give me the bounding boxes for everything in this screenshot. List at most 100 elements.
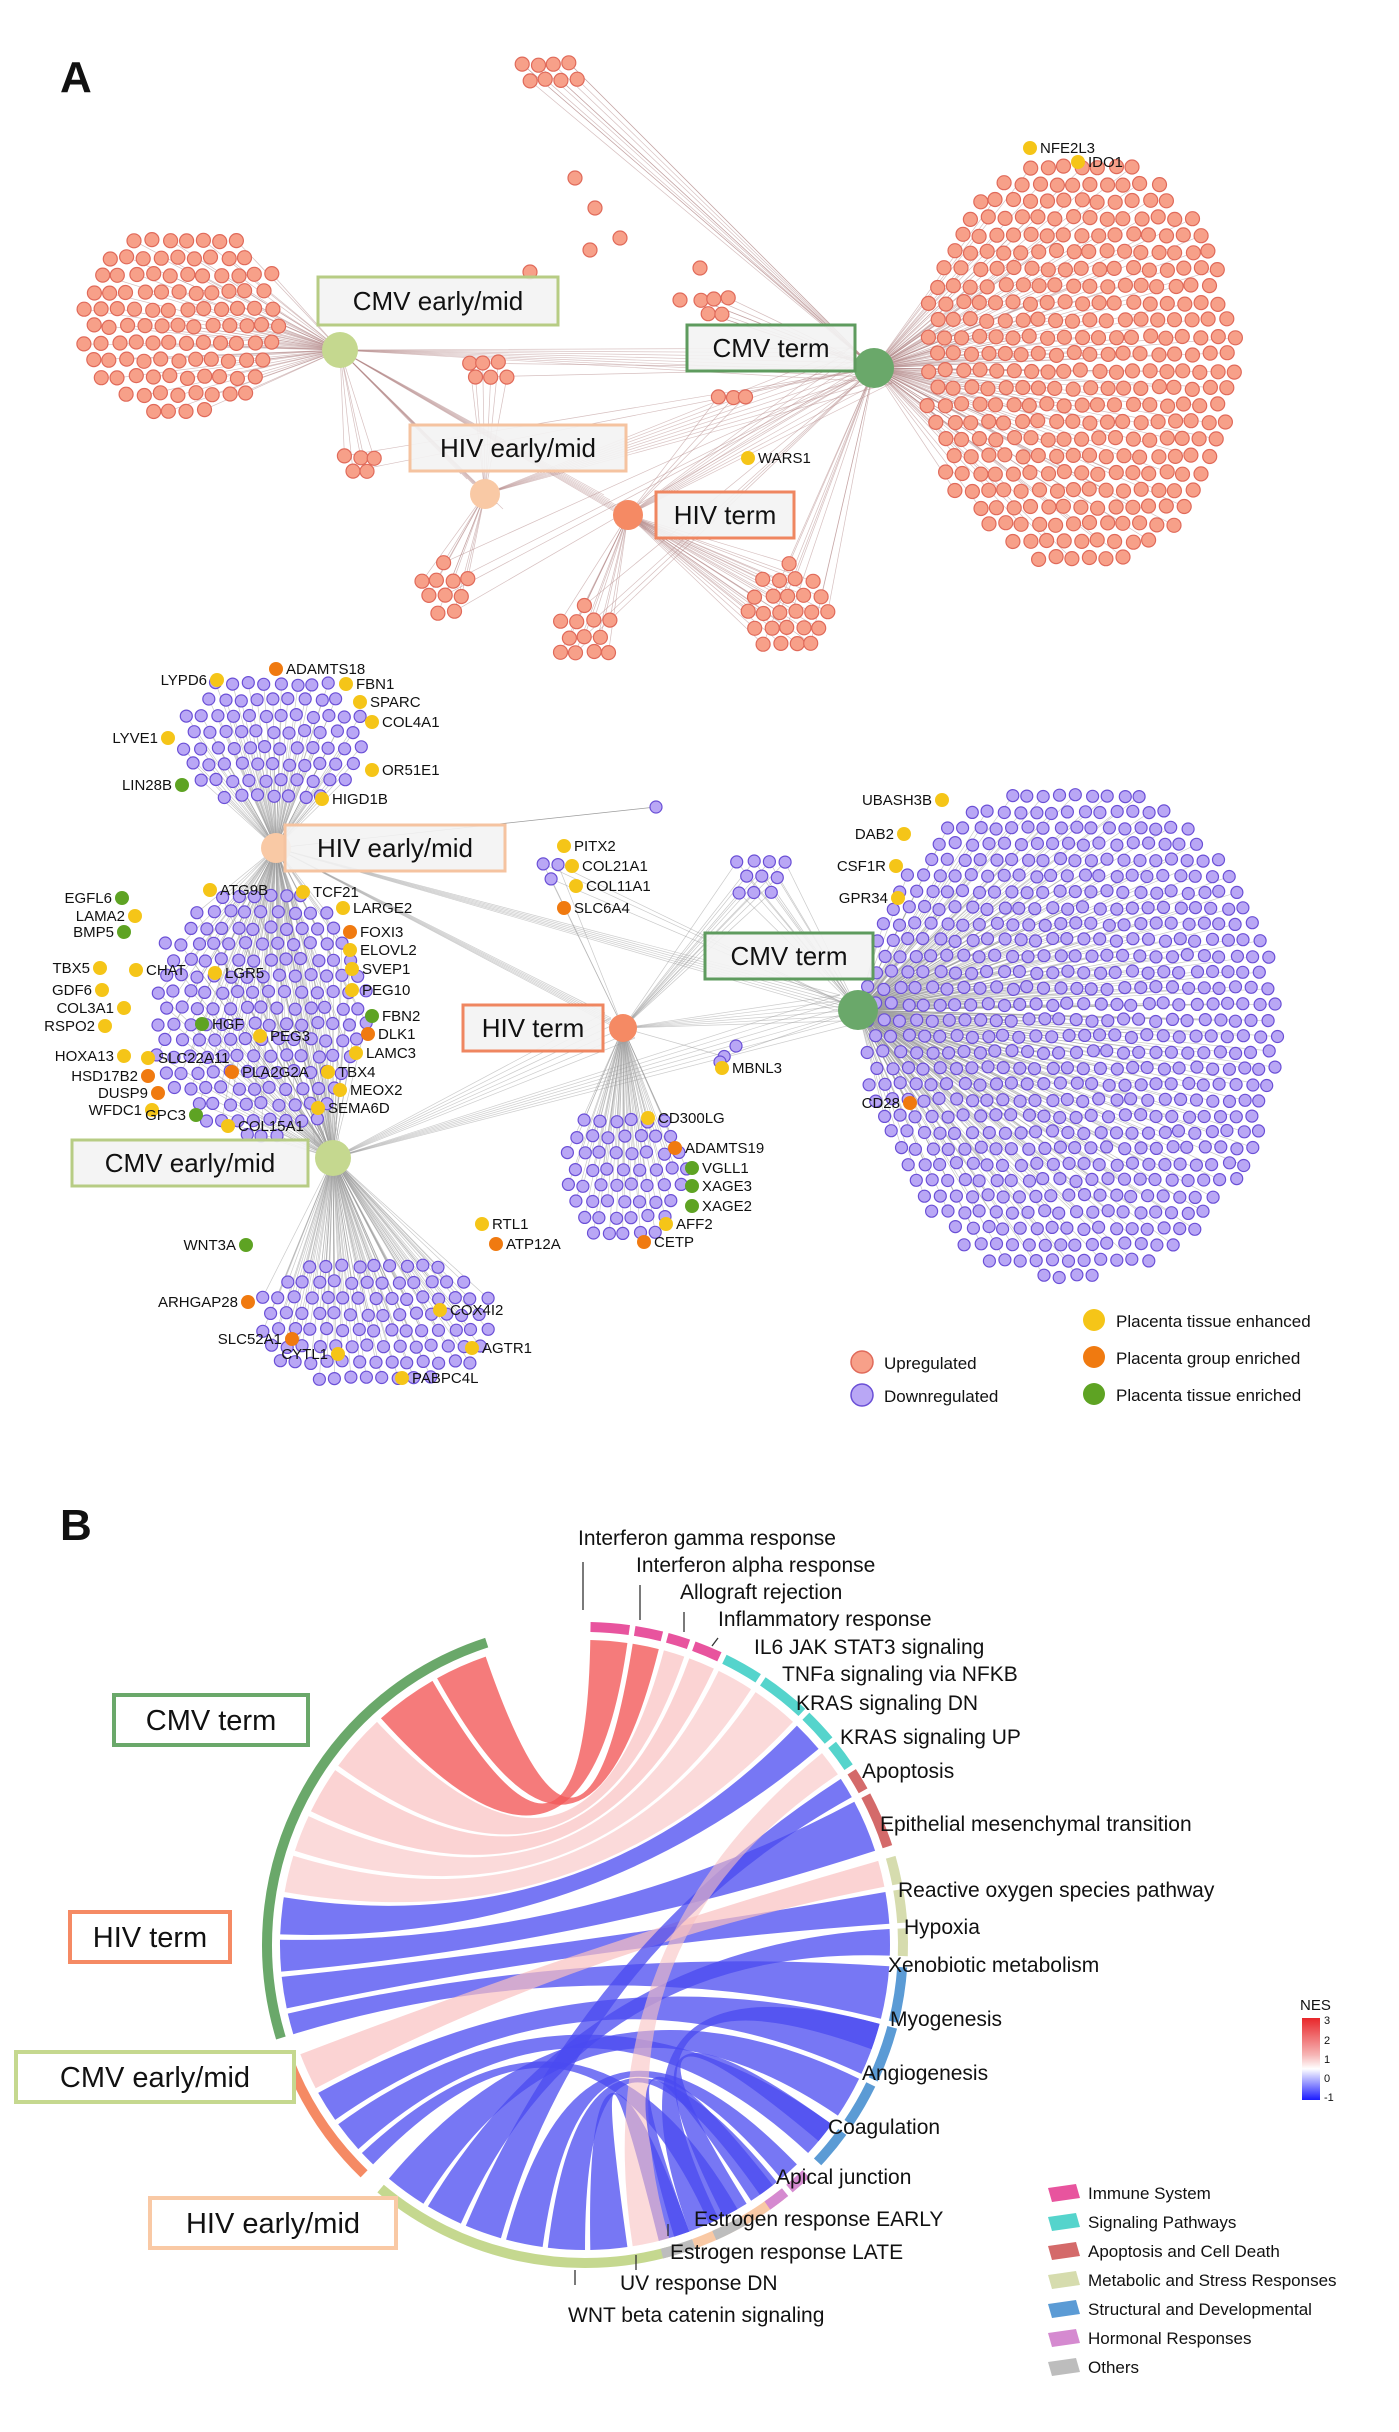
up-gene-node	[1184, 381, 1200, 397]
up-gene-node	[1151, 244, 1167, 261]
down-gene-node	[893, 1108, 907, 1122]
up-gene-node	[1142, 397, 1158, 413]
down-gene-node	[632, 1195, 647, 1209]
gene-label-pabpc4l: PABPC4L	[412, 1370, 478, 1387]
down-gene-node	[1158, 1092, 1172, 1106]
network-edge	[181, 974, 334, 1159]
up-gene-node	[567, 170, 583, 186]
up-gene-node	[437, 587, 453, 603]
down-gene-node	[1022, 918, 1036, 932]
down-gene-node	[1004, 1014, 1018, 1028]
down-gene-node	[1068, 949, 1082, 963]
network-edge	[332, 1157, 480, 1315]
up-gene-node	[955, 226, 971, 242]
up-gene-node	[228, 233, 244, 249]
down-gene-node	[948, 900, 962, 914]
up-gene-node	[947, 415, 964, 431]
up-gene-node	[153, 284, 170, 300]
up-gene-node	[118, 386, 134, 402]
up-gene-node	[195, 334, 211, 350]
up-gene-node	[1056, 329, 1073, 345]
down-gene-node	[940, 821, 955, 835]
down-gene-node	[288, 906, 303, 921]
up-gene-node	[804, 604, 820, 620]
down-gene-node	[1110, 902, 1124, 916]
down-gene-node	[235, 788, 249, 802]
network-edge	[873, 367, 1159, 423]
down-gene-node	[901, 965, 915, 979]
up-gene-node	[796, 620, 812, 636]
down-gene-node	[311, 1015, 325, 1030]
down-gene-node	[279, 1113, 293, 1128]
up-gene-node	[1217, 414, 1234, 430]
down-gene-node	[925, 1014, 939, 1028]
network-edge	[873, 286, 971, 369]
up-gene-node	[430, 605, 446, 621]
up-gene-node	[93, 370, 109, 386]
up-gene-node	[1032, 176, 1049, 192]
down-gene-node	[1124, 1030, 1139, 1045]
down-gene-node	[369, 1291, 383, 1306]
gene-label-cd300lg: CD300LG	[658, 1110, 725, 1127]
chord-ribbon	[280, 1725, 819, 1935]
down-gene-node	[1118, 789, 1132, 804]
down-gene-node	[1110, 804, 1124, 819]
group-label-3: HIV early/mid	[186, 2208, 360, 2240]
down-gene-node	[481, 1291, 495, 1305]
network-edge	[568, 62, 875, 369]
network-edge	[873, 367, 1124, 558]
up-gene-node	[1150, 312, 1166, 328]
down-gene-node	[1125, 1222, 1139, 1236]
down-gene-node	[1197, 916, 1212, 930]
down-gene-node	[649, 800, 663, 814]
up-gene-node	[1131, 515, 1148, 531]
network-edge	[237, 847, 277, 1025]
down-gene-node	[893, 950, 907, 964]
gene-label-elovl2: ELOVL2	[360, 942, 417, 959]
up-gene-node	[162, 367, 178, 384]
legend-downregulated-swatch	[850, 1383, 874, 1407]
up-gene-node	[1166, 483, 1183, 499]
gene-label-slc52a1: SLC52A1	[218, 1331, 282, 1348]
down-gene-node	[312, 1372, 326, 1386]
up-gene-node	[1184, 347, 1201, 363]
network-edge	[521, 63, 875, 369]
network-edge	[622, 1009, 859, 1029]
down-gene-node	[1085, 1014, 1099, 1028]
up-gene-node	[154, 318, 170, 334]
up-gene-node	[1175, 396, 1192, 412]
down-gene-node	[202, 758, 216, 772]
down-gene-node	[1173, 1190, 1187, 1204]
down-gene-node	[1004, 1108, 1018, 1122]
down-gene-node	[280, 889, 294, 903]
network-edge	[582, 1027, 624, 1187]
network-edge	[301, 1157, 334, 1314]
up-gene-node	[1106, 260, 1122, 276]
down-gene-node	[942, 1013, 956, 1027]
down-gene-node	[940, 982, 954, 996]
up-gene-node	[135, 251, 151, 267]
placenta-marker	[331, 1347, 345, 1361]
down-gene-node	[933, 1126, 947, 1140]
down-gene-node	[409, 1340, 423, 1354]
down-gene-node	[1156, 1029, 1170, 1043]
down-gene-node	[251, 757, 265, 771]
down-gene-node	[918, 1158, 932, 1172]
up-gene-node	[1151, 482, 1167, 498]
down-gene-node	[295, 1339, 309, 1353]
up-gene-node	[1032, 516, 1048, 533]
up-gene-node	[1065, 413, 1081, 429]
down-gene-node	[972, 1174, 986, 1188]
down-gene-node	[1156, 1189, 1170, 1203]
down-gene-node	[1133, 853, 1147, 868]
network-edge	[622, 1027, 682, 1185]
down-gene-node	[290, 773, 304, 787]
up-gene-node	[1159, 464, 1175, 480]
gene-label-xage3: XAGE3	[702, 1178, 752, 1195]
down-gene-node	[1222, 1156, 1237, 1170]
down-gene-node	[393, 1339, 407, 1353]
up-gene-node	[153, 351, 169, 367]
down-gene-node	[326, 1016, 340, 1031]
up-gene-node	[137, 318, 153, 334]
down-gene-node	[902, 900, 916, 914]
